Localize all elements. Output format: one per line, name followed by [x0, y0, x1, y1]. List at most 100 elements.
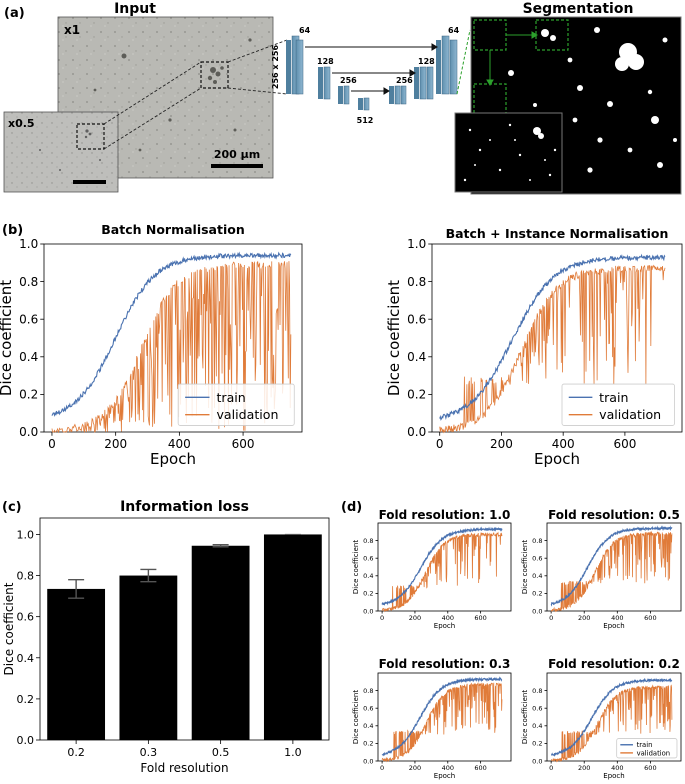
- plot-frame: [39, 517, 330, 741]
- y-tick-label: 0.0: [17, 734, 35, 747]
- unet-ch-6: 128: [418, 57, 435, 66]
- x-tick-label: 0: [549, 764, 553, 772]
- legend-entry-train: train: [637, 741, 653, 749]
- bar-0.2: [47, 588, 106, 740]
- unet-enc-3: [338, 85, 350, 105]
- x-axis-label: Epoch: [150, 450, 196, 468]
- chart-d4: Fold resolution: 0.2 0 200 400 600 0.0 0.2 0.4 0…: [521, 657, 682, 780]
- x-tick-label: 600: [474, 614, 486, 622]
- x-tick-label: 200: [578, 614, 590, 622]
- scale-bar: [211, 164, 263, 168]
- x-tick-label: 400: [552, 437, 575, 451]
- y-tick-label: 0.6: [407, 312, 426, 326]
- zoom-x05-label: x0.5: [8, 117, 35, 130]
- y-tick-label: 0.0: [363, 607, 373, 615]
- unet-dec-3: [389, 85, 407, 105]
- y-axis-label: Dice coefficient: [521, 540, 529, 594]
- chart-title: Fold resolution: 0.2: [548, 657, 680, 671]
- chart-b_right: Batch + Instance Normalisation 0 200 400 600…: [385, 226, 683, 468]
- y-tick-label: 0.0: [532, 757, 542, 765]
- x-tick-label: 200: [409, 614, 421, 622]
- series-line-validation: [550, 684, 673, 763]
- unet-ch-7: 64: [448, 26, 460, 35]
- y-tick-label: 0.8: [17, 570, 35, 583]
- y-tick-label: 0.2: [532, 590, 542, 598]
- plot-frame: [377, 522, 512, 612]
- x-tick-label: 400: [442, 614, 454, 622]
- panel-b-label: (b): [2, 223, 23, 238]
- plot-frame: [546, 672, 682, 762]
- x-axis-label: Epoch: [434, 622, 455, 630]
- unet-dec-2: [414, 66, 434, 100]
- series-line-train: [381, 676, 503, 757]
- x-tick-label: 400: [611, 614, 623, 622]
- zoom-connector-lines: [103, 39, 288, 150]
- y-tick-label: 0.0: [407, 425, 426, 439]
- bar-0.3: [119, 575, 178, 740]
- x-axis-label: Epoch: [603, 772, 624, 780]
- chart-title: Batch Normalisation: [101, 222, 244, 237]
- y-tick-label: 0.0: [19, 425, 38, 439]
- series-line-train: [550, 525, 673, 607]
- y-tick-label: 0.2: [17, 693, 35, 706]
- chart-title: Fold resolution: 1.0: [379, 508, 511, 522]
- unet-enc-1: [286, 35, 304, 95]
- y-tick-label: 1.0: [19, 237, 38, 251]
- cell-cluster-x1: [93, 38, 252, 152]
- y-tick-label: 0.8: [407, 275, 426, 289]
- x-tick-label: 0: [549, 614, 553, 622]
- y-tick-label: 0.2: [532, 740, 542, 748]
- y-tick-label: 0.6: [532, 554, 542, 562]
- chart-d3: Fold resolution: 0.3 0 200 400 600 0.0 0.2 0.4 0…: [352, 657, 512, 780]
- legend-entry-validation: validation: [216, 407, 278, 422]
- x-tick-label: 0.5: [212, 746, 230, 759]
- x-tick-label: 400: [168, 437, 191, 451]
- plot-frame: [377, 672, 512, 762]
- y-tick-label: 0.8: [532, 687, 542, 695]
- panel-a-label: (a): [4, 6, 25, 21]
- y-tick-label: 0.6: [532, 704, 542, 712]
- segmentation-title: Segmentation: [523, 1, 634, 17]
- y-tick-label: 1.0: [407, 237, 426, 251]
- y-axis-label: Dice coefficient: [521, 690, 529, 744]
- y-tick-label: 0.6: [19, 312, 38, 326]
- series-line-validation: [550, 530, 673, 613]
- y-tick-label: 0.4: [17, 652, 35, 665]
- y-axis-label: Dice coefficient: [2, 582, 16, 675]
- scale-bar-small: [73, 180, 106, 184]
- x-tick-label: 0: [436, 437, 444, 451]
- y-tick-label: 0.8: [532, 537, 542, 545]
- x-tick-label: 0: [48, 437, 56, 451]
- x-tick-label: 0.2: [67, 746, 85, 759]
- y-tick-label: 0.0: [363, 757, 373, 765]
- series-line-train: [51, 251, 292, 418]
- x-tick-label: 200: [104, 437, 127, 451]
- roi-box-x1: [200, 61, 229, 89]
- y-tick-label: 0.2: [19, 388, 38, 402]
- chart-title: Information loss: [120, 499, 249, 515]
- series-line-validation: [51, 260, 292, 434]
- segmentation-output-small: [454, 112, 563, 193]
- y-tick-label: 1.0: [17, 528, 35, 541]
- chart-title: Fold resolution: 0.5: [548, 508, 680, 522]
- y-tick-label: 0.6: [17, 611, 35, 624]
- x-tick-label: 600: [232, 437, 255, 451]
- x-tick-label: 200: [409, 764, 421, 772]
- unet-skip-arrows: [305, 43, 438, 95]
- y-tick-label: 0.0: [532, 607, 542, 615]
- y-tick-label: 0.8: [363, 537, 373, 545]
- unet-ch-4: 512: [357, 116, 374, 125]
- x-tick-label: 0: [380, 614, 384, 622]
- legend-entry-validation: validation: [599, 407, 661, 422]
- y-tick-label: 0.4: [363, 722, 373, 730]
- x-axis-label: Epoch: [603, 622, 624, 630]
- series-line-validation: [381, 681, 503, 763]
- unet-enc-2: [318, 66, 331, 100]
- y-tick-label: 0.8: [363, 687, 373, 695]
- legend-entry-train: train: [216, 390, 245, 405]
- bar-0.5: [191, 545, 250, 740]
- input-microscopy-x05: x0.5: [3, 111, 119, 193]
- legend-entry-train: train: [599, 390, 628, 405]
- x-axis-label: Epoch: [434, 772, 455, 780]
- x-axis-label: Epoch: [534, 450, 580, 468]
